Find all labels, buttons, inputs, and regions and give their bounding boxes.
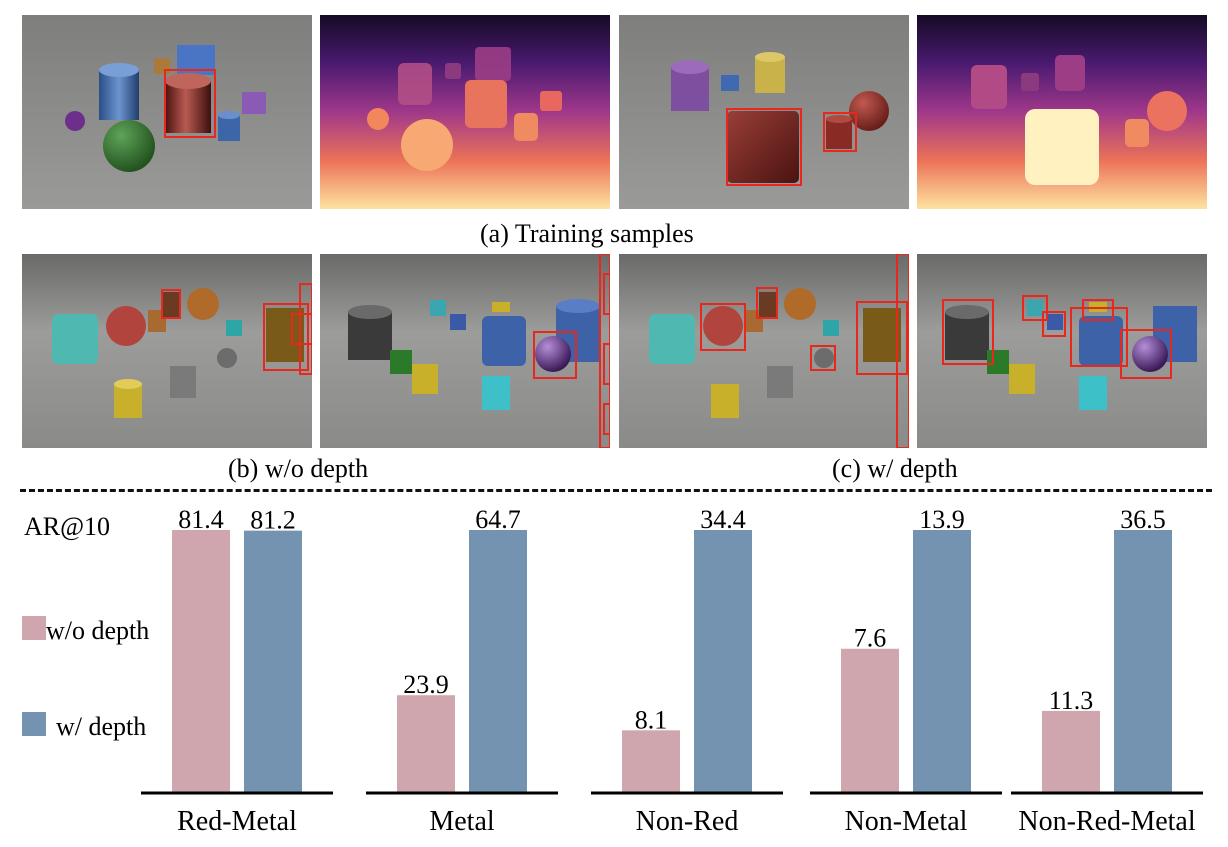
prediction-wo-depth-2 [320,254,610,448]
legend-label: w/o depth [46,616,149,645]
caption-w-depth: (c) w/ depth [832,454,958,483]
legend-swatch [22,616,46,640]
prediction-w-depth-1 [619,254,909,448]
data-label: 11.3 [1049,686,1094,715]
bars: 81.4 81.2 Red-Metal 23.9 64.7 Metal 8.1 34.4 Non… [141,505,1203,837]
training-sample-rgb-2 [619,15,909,209]
training-sample-depth-2 [917,15,1207,209]
data-label: 64.7 [475,505,521,534]
data-label: 81.2 [250,506,296,535]
bar-metal-wo-depth [397,695,455,792]
prediction-w-depth-2 [917,254,1207,448]
prediction-wo-depth-1 [22,254,312,448]
data-label: 34.4 [700,505,746,534]
section-divider [20,489,1212,492]
bar-non-red-metal-w-depth [1114,530,1172,792]
legend-label: w/ depth [56,712,146,741]
bar-red-metal-wo-depth [172,530,230,792]
bar-non-red-metal-wo-depth [1042,710,1100,792]
bar-metal-w-depth [469,530,527,792]
bar-red-metal-w-depth [244,530,302,792]
training-sample-depth-1 [320,15,610,209]
data-label: 36.5 [1120,505,1166,534]
category-label: Non-Red [636,806,739,837]
caption-wo-depth: (b) w/o depth [228,454,369,483]
bar-non-red-w-depth [694,530,752,792]
data-label: 7.6 [854,624,887,653]
bar-non-red-wo-depth [622,730,680,792]
training-sample-rgb-1 [22,15,312,209]
y-axis-label: AR@10 [24,512,110,541]
caption-training-samples: (a) Training samples [480,219,694,248]
ar10-bar-chart: AR@10 w/o depth w/ depth 81.4 81.2 Red-Meta… [22,505,1203,837]
data-label: 13.9 [919,505,965,534]
data-label: 23.9 [403,670,449,699]
bar-non-metal-wo-depth [841,648,899,792]
category-label: Non-Red-Metal [1018,806,1196,837]
legend-swatch [22,712,46,736]
category-label: Red-Metal [177,806,297,837]
data-label: 8.1 [635,705,668,734]
category-label: Non-Metal [845,806,968,837]
legend: w/o depth w/ depth [22,616,149,741]
data-label: 81.4 [178,505,224,534]
category-label: Metal [429,806,495,837]
bar-non-metal-w-depth [913,530,971,792]
